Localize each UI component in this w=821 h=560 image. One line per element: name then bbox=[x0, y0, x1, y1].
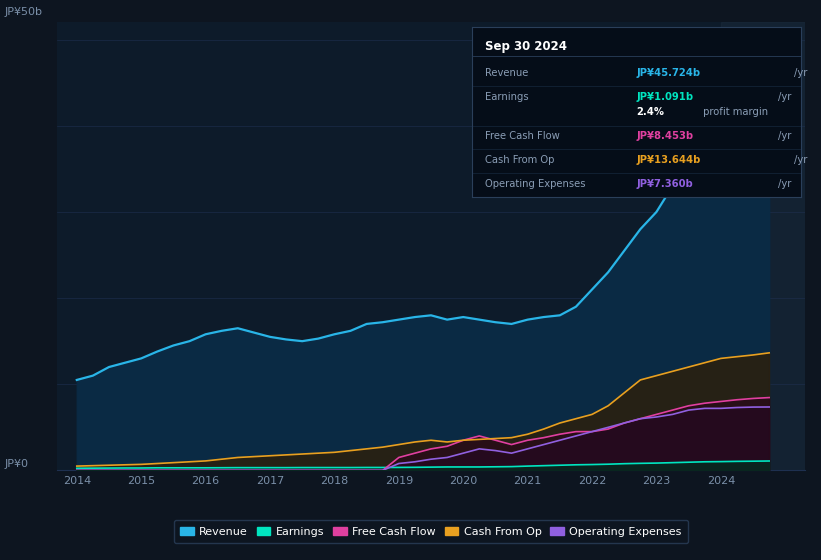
Text: JP¥45.724b: JP¥45.724b bbox=[636, 68, 700, 78]
Text: Operating Expenses: Operating Expenses bbox=[485, 179, 585, 189]
Text: /yr: /yr bbox=[794, 155, 808, 165]
Text: 2.4%: 2.4% bbox=[636, 107, 664, 117]
Text: Revenue: Revenue bbox=[485, 68, 529, 78]
Text: JP¥13.644b: JP¥13.644b bbox=[636, 155, 701, 165]
Text: JP¥50b: JP¥50b bbox=[4, 7, 42, 17]
Text: Sep 30 2024: Sep 30 2024 bbox=[485, 40, 567, 54]
Text: JP¥0: JP¥0 bbox=[4, 459, 28, 469]
Bar bbox=[721, 22, 805, 470]
Text: JP¥7.360b: JP¥7.360b bbox=[636, 179, 693, 189]
Text: Earnings: Earnings bbox=[485, 92, 529, 102]
Text: JP¥1.091b: JP¥1.091b bbox=[636, 92, 694, 102]
Text: profit margin: profit margin bbox=[699, 107, 768, 117]
Text: JP¥8.453b: JP¥8.453b bbox=[636, 131, 694, 141]
Text: /yr: /yr bbox=[778, 179, 792, 189]
Text: Cash From Op: Cash From Op bbox=[485, 155, 555, 165]
Text: /yr: /yr bbox=[794, 68, 808, 78]
Text: /yr: /yr bbox=[778, 92, 792, 102]
Legend: Revenue, Earnings, Free Cash Flow, Cash From Op, Operating Expenses: Revenue, Earnings, Free Cash Flow, Cash … bbox=[174, 520, 688, 543]
Text: Free Cash Flow: Free Cash Flow bbox=[485, 131, 560, 141]
Text: /yr: /yr bbox=[778, 131, 792, 141]
